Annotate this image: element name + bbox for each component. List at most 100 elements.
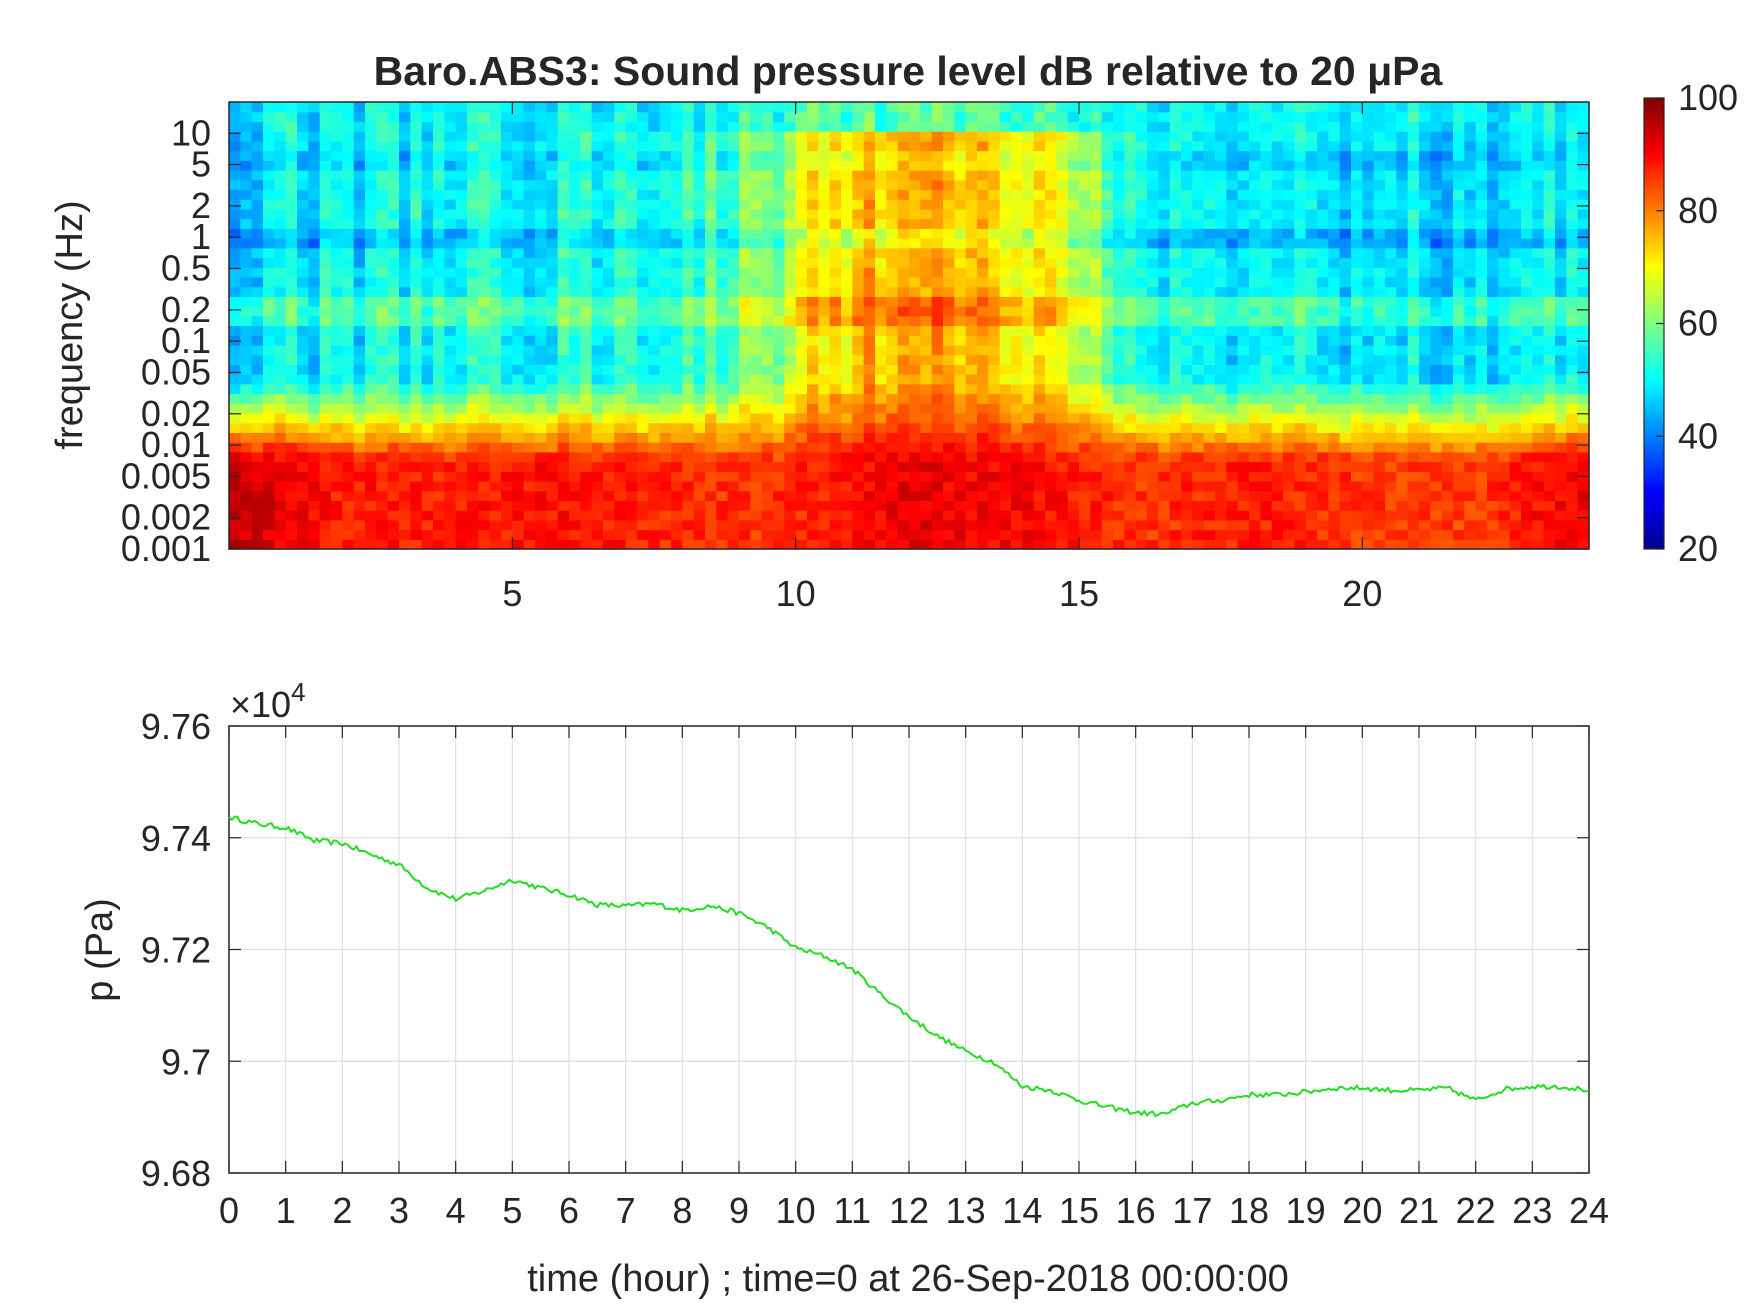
heatmap-cell [965, 199, 978, 210]
heatmap-cell [285, 412, 298, 424]
heatmap-cell [750, 121, 763, 132]
heatmap-cell [1419, 500, 1431, 511]
heatmap-cell [659, 451, 672, 463]
heatmap-cell [852, 490, 865, 502]
heatmap-cell [807, 296, 819, 307]
heatmap-cell [1328, 179, 1341, 191]
heatmap-cell [1453, 451, 1465, 463]
heatmap-cell [410, 111, 423, 123]
heatmap-cell [1158, 306, 1171, 317]
heatmap-cell [399, 383, 411, 395]
heatmap-cell [705, 296, 717, 307]
heatmap-cell [342, 461, 355, 472]
heatmap-cell [818, 412, 831, 424]
heatmap-cell [614, 461, 627, 472]
heatmap-cell [1090, 218, 1103, 229]
heatmap-cell [263, 403, 275, 414]
heatmap-cell [591, 344, 604, 356]
heatmap-cell [1351, 403, 1363, 414]
heatmap-cell [1169, 131, 1182, 142]
heatmap-cell [1045, 480, 1057, 492]
heatmap-cell [229, 286, 241, 297]
heatmap-cell [965, 403, 978, 414]
heatmap-cell [682, 374, 695, 385]
heatmap-cell [535, 490, 547, 502]
heatmap-cell [954, 539, 967, 550]
heatmap-cell [342, 500, 355, 511]
heatmap-cell [1351, 286, 1363, 297]
heatmap-cell [1362, 208, 1375, 220]
heatmap-cell [659, 247, 672, 259]
heatmap-cell [761, 432, 774, 443]
heatmap-cell [1147, 461, 1159, 472]
heatmap-cell [716, 335, 729, 346]
heatmap-cell [1351, 247, 1363, 259]
heatmap-cell [1158, 199, 1171, 210]
heatmap-cell [977, 325, 989, 336]
heatmap-cell [897, 238, 910, 249]
heatmap-cell [376, 315, 389, 327]
heatmap-cell [1101, 160, 1114, 171]
heatmap-cell [1260, 490, 1273, 502]
heatmap-cell [308, 179, 321, 191]
heatmap-cell [1407, 267, 1420, 278]
heatmap-cell [761, 383, 774, 395]
heatmap-cell [229, 451, 241, 463]
heatmap-cell [863, 257, 876, 268]
heatmap-cell [1090, 121, 1103, 132]
heatmap-cell [943, 189, 955, 200]
heatmap-cell [523, 354, 536, 365]
heatmap-cell [1033, 150, 1046, 161]
heatmap-cell [263, 257, 275, 268]
heatmap-cell [909, 286, 921, 297]
heatmap-cell [693, 189, 706, 200]
heatmap-cell [1385, 461, 1397, 472]
heatmap-cell [637, 500, 649, 511]
heatmap-cell [285, 490, 298, 502]
heatmap-cell [512, 480, 525, 492]
heatmap-cell [988, 383, 1001, 395]
heatmap-cell [886, 111, 899, 123]
heatmap-cell [773, 403, 785, 414]
heatmap-cell [478, 422, 491, 433]
heatmap-cell [433, 286, 445, 297]
heatmap-cell [489, 471, 502, 482]
heatmap-cell [886, 238, 899, 249]
heatmap-cell [716, 412, 729, 424]
heatmap-cell [761, 179, 774, 191]
heatmap-cell [1181, 471, 1193, 482]
heatmap-cell [1419, 335, 1431, 346]
heatmap-cell [818, 267, 831, 278]
heatmap-cell [523, 140, 536, 152]
heatmap-cell [727, 228, 740, 239]
heatmap-cell [1101, 170, 1114, 181]
heatmap-cell [1260, 160, 1273, 171]
heatmap-cell [1022, 422, 1035, 433]
heatmap-cell [251, 393, 264, 404]
heatmap-cell [1022, 111, 1035, 123]
heatmap-cell [807, 257, 819, 268]
heatmap-cell [1373, 296, 1386, 307]
heatmap-cell [1147, 286, 1159, 297]
heatmap-cell [1328, 432, 1341, 443]
heatmap-cell [1124, 131, 1137, 142]
heatmap-cell [1169, 403, 1182, 414]
heatmap-cell [773, 189, 785, 200]
heatmap-cell [886, 325, 899, 336]
heatmap-cell [841, 102, 853, 113]
heatmap-cell [931, 480, 944, 492]
heatmap-cell [977, 199, 989, 210]
heatmap-cell [943, 247, 955, 259]
heatmap-cell [467, 510, 479, 521]
heatmap-cell [1373, 208, 1386, 220]
heatmap-cell [614, 335, 627, 346]
heatmap-cell [965, 480, 978, 492]
heatmap-cell [761, 403, 774, 414]
heatmap-cell [1385, 490, 1397, 502]
heatmap-cell [1317, 296, 1329, 307]
heatmap-cell [1339, 442, 1352, 453]
heatmap-cell [943, 306, 955, 317]
heatmap-cell [1090, 451, 1103, 463]
heatmap-cell [546, 228, 559, 239]
heatmap-cell [1101, 403, 1114, 414]
